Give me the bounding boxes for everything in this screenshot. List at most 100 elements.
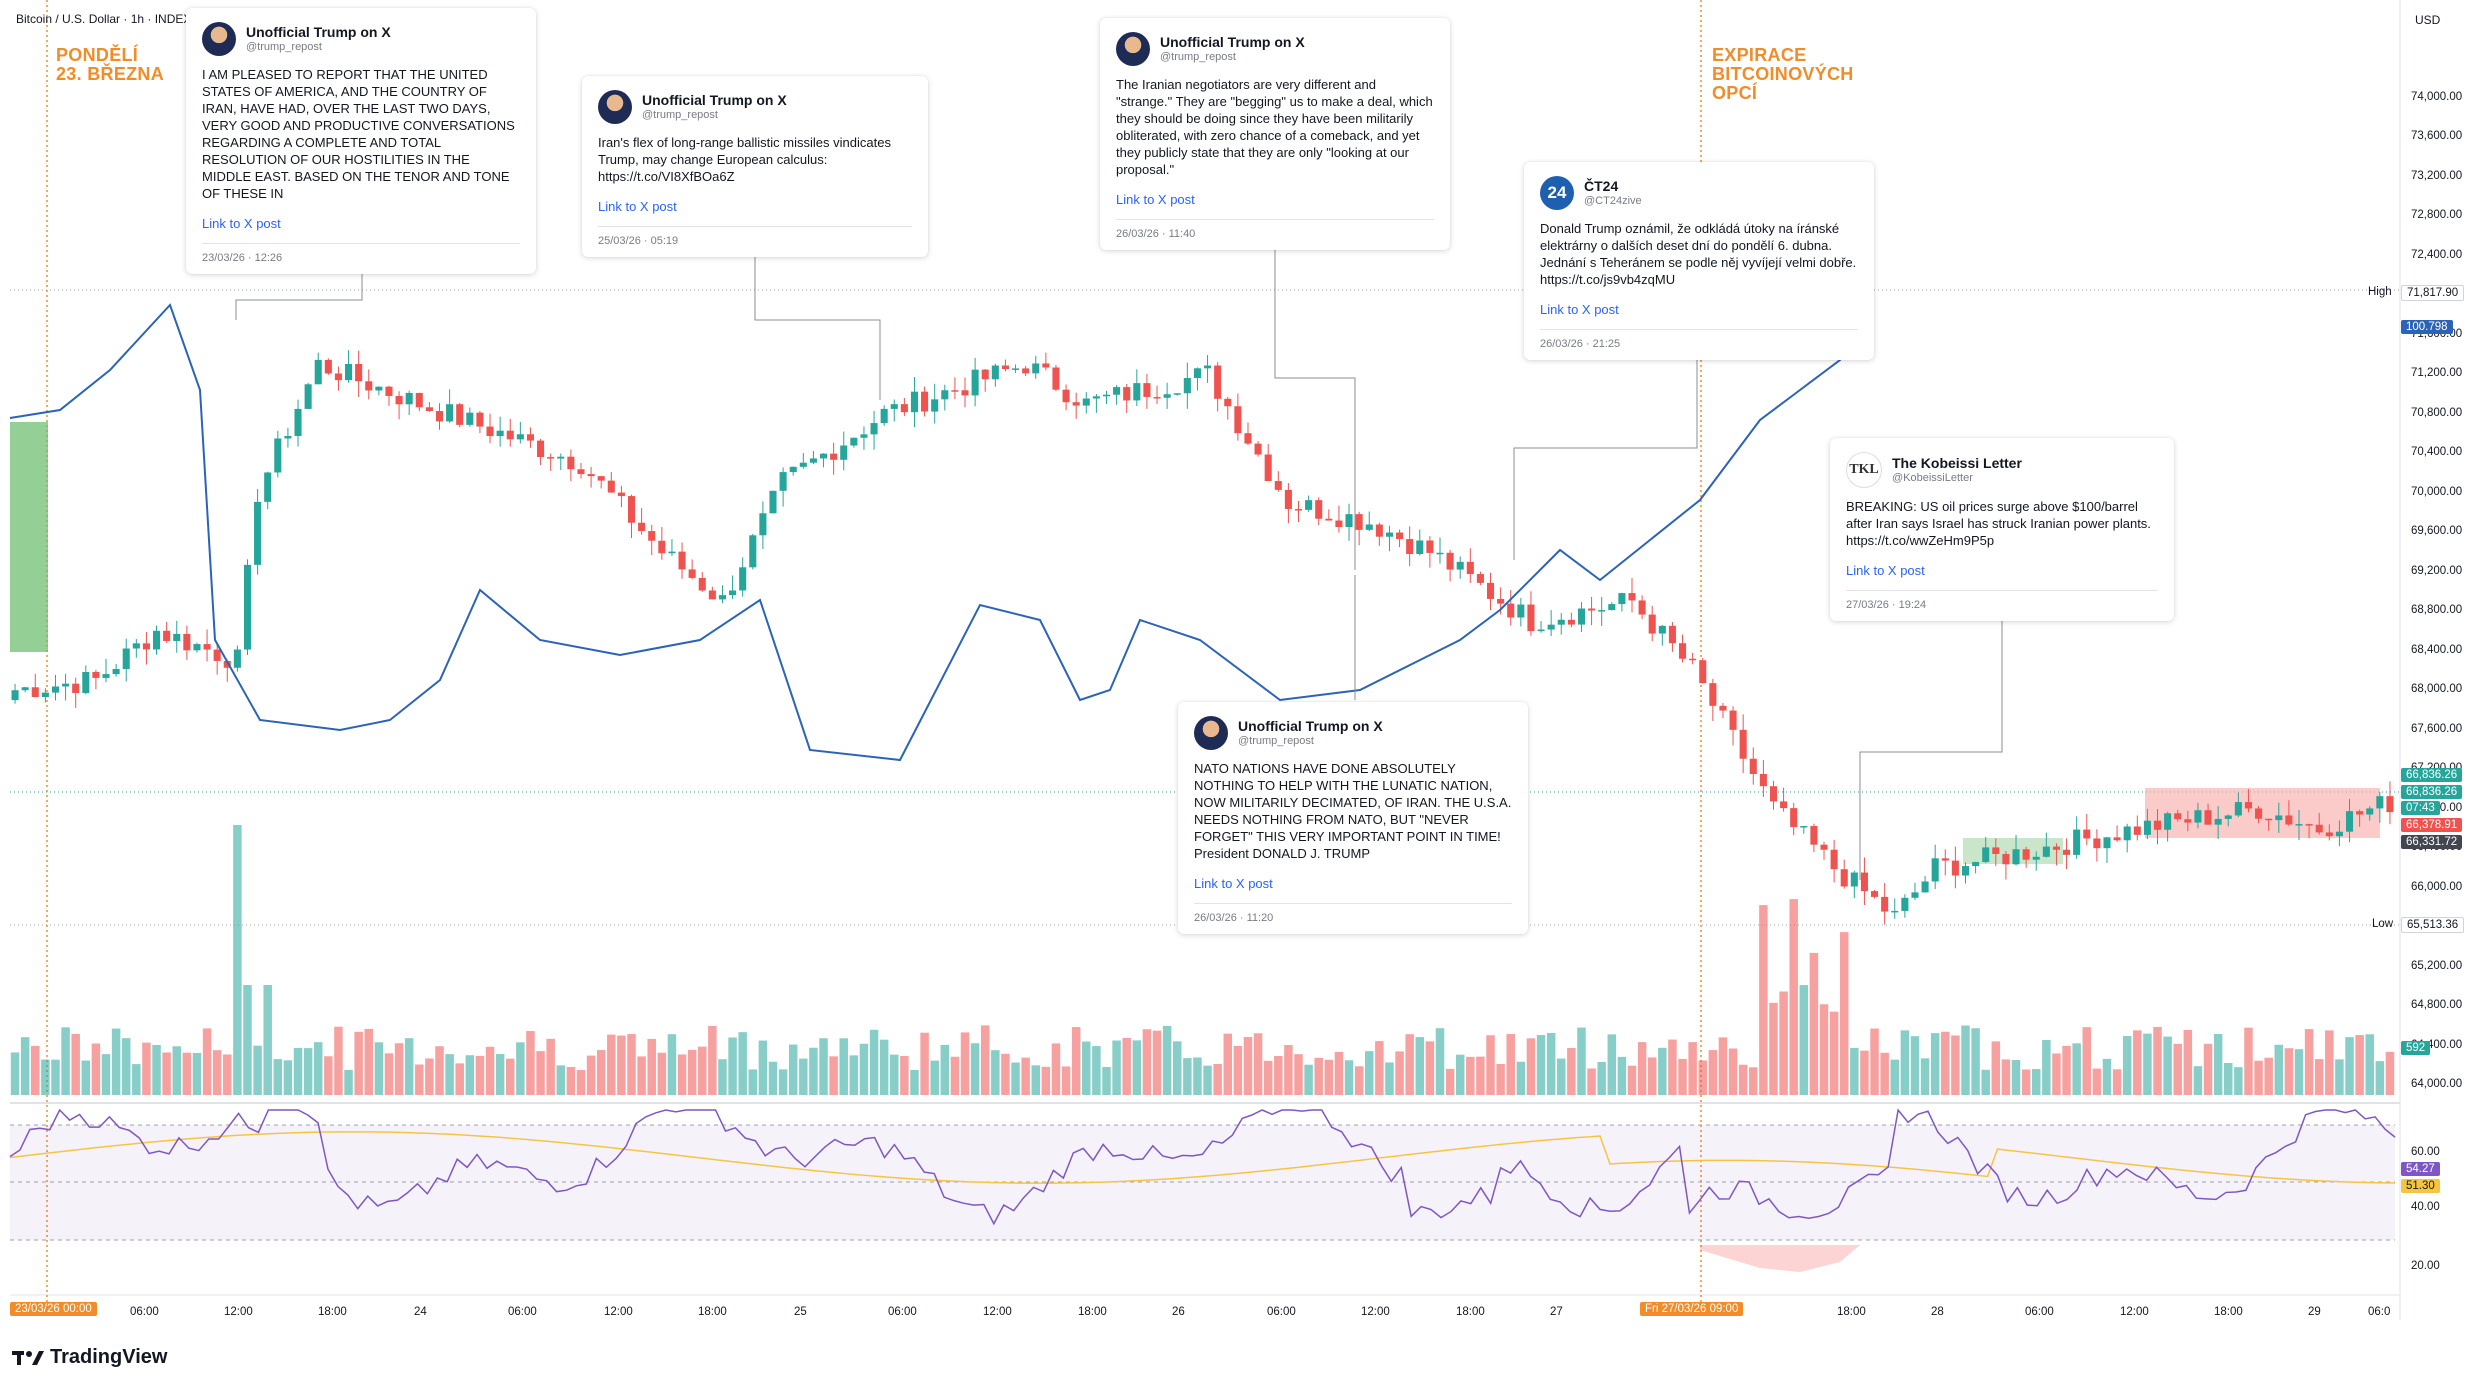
volume-bar bbox=[81, 1060, 91, 1095]
candle-body bbox=[1446, 552, 1454, 570]
post-text: The Iranian negotiators are very differe… bbox=[1116, 77, 1433, 177]
candle-body bbox=[850, 437, 858, 446]
volume-bar bbox=[1344, 1060, 1354, 1095]
volume-bar bbox=[930, 1060, 939, 1095]
volume-bar bbox=[243, 985, 252, 1095]
volume-bar bbox=[647, 1038, 656, 1095]
candle-body bbox=[243, 564, 252, 650]
volume-bar bbox=[1647, 1057, 1657, 1095]
candle-body bbox=[345, 363, 353, 381]
candle-body bbox=[1668, 625, 1676, 644]
price-axis-label: 66,000.00 bbox=[2411, 880, 2463, 893]
volume-bar bbox=[162, 1052, 171, 1095]
volume-bar bbox=[253, 1045, 262, 1095]
candle-body bbox=[1385, 532, 1393, 537]
volume-bar bbox=[1061, 1066, 1071, 1095]
candle-body bbox=[1729, 710, 1737, 730]
volume-bar bbox=[1233, 1045, 1243, 1095]
x-post-link[interactable]: Link to X post bbox=[1846, 563, 1925, 578]
post-card-3[interactable]: Unofficial Trump on X @trump_repost The … bbox=[1100, 18, 1450, 250]
candle-body bbox=[516, 434, 524, 440]
candle-body bbox=[1780, 801, 1788, 809]
x-post-link[interactable]: Link to X post bbox=[1194, 876, 1273, 891]
volume-bar bbox=[758, 1040, 768, 1095]
volume-bar bbox=[1880, 1052, 1889, 1095]
volume-bar bbox=[748, 1069, 758, 1095]
volume-bar bbox=[1486, 1035, 1495, 1095]
candle-body bbox=[1759, 773, 1767, 787]
ma-price-tag: 66,331.72 bbox=[2401, 835, 2463, 849]
candle-body bbox=[446, 404, 454, 422]
candle-body bbox=[324, 359, 332, 374]
candle-body bbox=[1163, 394, 1171, 398]
rsi-line bbox=[9, 1108, 2396, 1226]
volume-bar bbox=[2314, 1059, 2324, 1095]
author-handle: @CT24zive bbox=[1584, 195, 1642, 207]
post-card-1[interactable]: Unofficial Trump on X @trump_repost I AM… bbox=[186, 8, 536, 274]
volume-bar bbox=[556, 1065, 566, 1095]
candle-body bbox=[2265, 818, 2273, 821]
divider bbox=[1540, 329, 1858, 330]
candle-body bbox=[142, 643, 150, 650]
candle-body bbox=[1264, 454, 1272, 482]
candle-body bbox=[1507, 603, 1515, 618]
candle-body bbox=[547, 457, 555, 459]
symbol-title[interactable]: Bitcoin / U.S. Dollar · 1h · INDEX bbox=[16, 12, 192, 26]
post-card-5[interactable]: Unofficial Trump on X @trump_repost NATO… bbox=[1178, 702, 1528, 934]
x-post-link[interactable]: Link to X post bbox=[598, 199, 677, 214]
divider bbox=[598, 226, 912, 227]
time-axis-label: 06:00 bbox=[2025, 1306, 2054, 1318]
highlight-zones bbox=[10, 422, 2380, 864]
candle-body bbox=[1982, 847, 1990, 862]
low-label: Low bbox=[2372, 918, 2394, 930]
post-card-6[interactable]: TKL The Kobeissi Letter @KobeissiLetter … bbox=[1830, 438, 2174, 621]
volume-bar bbox=[890, 1054, 899, 1095]
candle-body bbox=[910, 391, 919, 413]
candle-body bbox=[1860, 872, 1868, 892]
volume-bar bbox=[425, 1058, 434, 1095]
candle-body bbox=[2143, 820, 2151, 835]
candle-body bbox=[2113, 837, 2121, 841]
volume-bar bbox=[698, 1046, 707, 1095]
volume-bar bbox=[2274, 1044, 2284, 1095]
post-card-2[interactable]: Unofficial Trump on X @trump_repost Iran… bbox=[582, 76, 928, 257]
volume-bar bbox=[607, 1034, 616, 1095]
candle-body bbox=[2275, 815, 2283, 821]
divider bbox=[1194, 903, 1512, 904]
post-text: I AM PLEASED TO REPORT THAT THE UNITED S… bbox=[202, 67, 515, 201]
volume-bar bbox=[768, 1061, 778, 1095]
volume-bar bbox=[1779, 991, 1788, 1095]
volume-bar bbox=[324, 1056, 333, 1095]
candle-body bbox=[1224, 398, 1232, 407]
candle-body bbox=[203, 644, 211, 650]
volume-bar bbox=[1738, 1064, 1748, 1095]
bar-countdown-tag: 07:43 bbox=[2401, 801, 2440, 815]
candle-body bbox=[1961, 866, 1970, 876]
x-post-link[interactable]: Link to X post bbox=[202, 216, 281, 231]
volume-bar bbox=[283, 1060, 293, 1095]
candle-body bbox=[1254, 443, 1262, 455]
x-post-link[interactable]: Link to X post bbox=[1540, 302, 1619, 317]
volume-bar bbox=[869, 1029, 879, 1095]
price-axis-label: 70,400.00 bbox=[2411, 446, 2463, 458]
volume-bar bbox=[2385, 1051, 2395, 1095]
post-card-4[interactable]: 24 ČT24 @CT24zive Donald Trump oznámil, … bbox=[1524, 162, 1874, 360]
candle-body bbox=[1891, 910, 1899, 913]
candle-body bbox=[1648, 614, 1656, 634]
volume-bar bbox=[1172, 1041, 1182, 1095]
volume-bar bbox=[596, 1050, 606, 1095]
volume-bar bbox=[1769, 1002, 1778, 1095]
tradingview-logo[interactable]: TradingView bbox=[12, 1346, 167, 1369]
x-post-link[interactable]: Link to X post bbox=[1116, 192, 1195, 207]
currency-label[interactable]: USD bbox=[2415, 13, 2441, 27]
connector-line bbox=[235, 272, 363, 320]
price-axis-label: 70,000.00 bbox=[2411, 485, 2463, 498]
post-timestamp: 26/03/26 · 21:25 bbox=[1540, 338, 1621, 350]
time-axis-label: 18:00 bbox=[698, 1306, 727, 1318]
volume-bar bbox=[435, 1046, 444, 1095]
volume-bar bbox=[1809, 952, 1819, 1095]
volume-bar bbox=[2355, 1035, 2364, 1095]
volume-bar bbox=[1819, 1004, 1829, 1095]
time-axis-label: 12:00 bbox=[983, 1306, 1012, 1318]
